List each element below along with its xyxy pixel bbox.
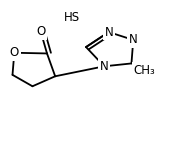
Text: CH₃: CH₃ bbox=[133, 64, 155, 77]
Text: HS: HS bbox=[64, 11, 80, 24]
Text: O: O bbox=[10, 46, 19, 59]
Text: N: N bbox=[104, 26, 113, 39]
Text: N: N bbox=[100, 60, 109, 73]
Text: O: O bbox=[36, 25, 45, 38]
Text: N: N bbox=[129, 33, 138, 46]
